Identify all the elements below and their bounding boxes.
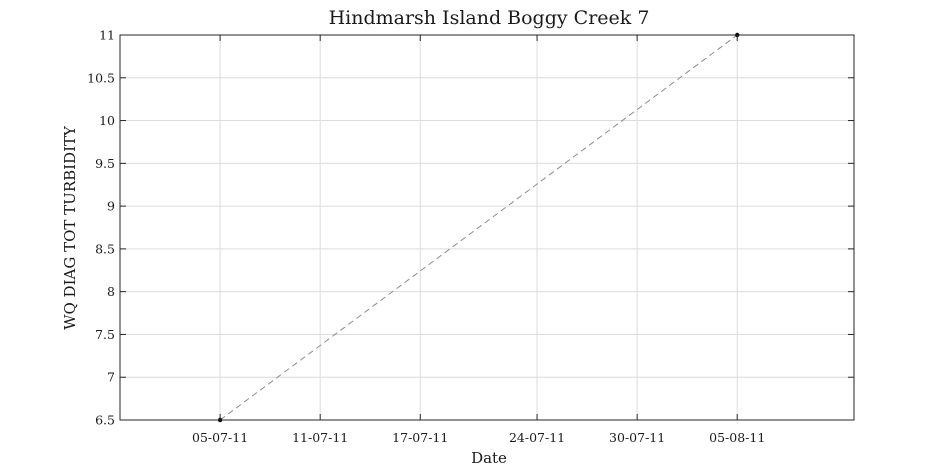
x-tick-label: 24-07-11	[509, 430, 565, 445]
grid	[120, 34, 854, 421]
y-tick-label: 7.5	[95, 327, 115, 342]
y-tick-label: 9	[107, 199, 115, 214]
chart-title: Hindmarsh Island Boggy Creek 7	[329, 7, 650, 29]
y-tick-label: 10	[99, 113, 115, 128]
x-tick-label: 05-08-11	[709, 430, 765, 445]
y-axis-label: WQ DIAG TOT TURBIDITY	[61, 125, 79, 330]
y-tick-label: 7	[107, 370, 115, 385]
x-axis-label: Date	[471, 449, 507, 467]
y-tick-label: 8	[107, 284, 115, 299]
y-tick-label: 8.5	[95, 241, 115, 256]
axis-ticks: 05-07-11 11-07-11 17-07-11 24-07-11 30-07-11…	[87, 28, 854, 445]
y-tick-label: 9.5	[95, 156, 115, 171]
plot-frame	[119, 34, 855, 421]
series-line	[219, 34, 738, 421]
x-tick-label: 30-07-11	[609, 430, 665, 445]
y-tick-label: 10.5	[87, 70, 115, 85]
y-tick-label: 11	[99, 28, 115, 43]
y-tick-label: 6.5	[95, 413, 115, 428]
x-tick-label: 11-07-11	[292, 430, 348, 445]
x-tick-label: 17-07-11	[392, 430, 448, 445]
x-tick-label: 05-07-11	[192, 430, 248, 445]
